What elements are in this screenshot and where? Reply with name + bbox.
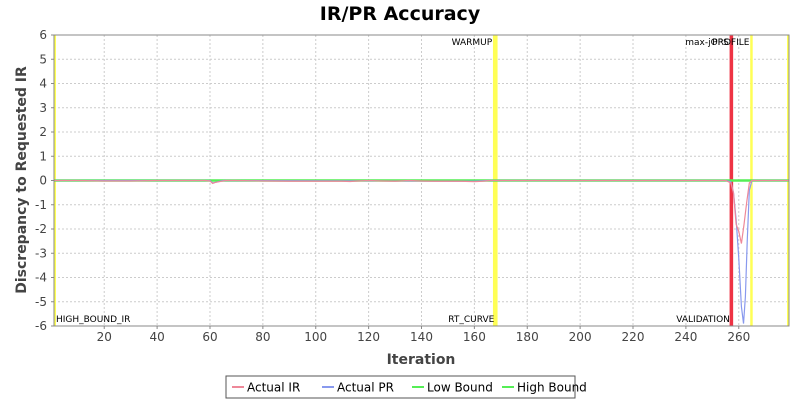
- y-tick-label: 6: [39, 28, 47, 42]
- series-layer: [54, 179, 789, 324]
- legend-label: High Bound: [517, 381, 587, 395]
- series-line-actual-ir: [54, 179, 789, 244]
- marker-label: WARMUP: [452, 38, 493, 48]
- x-tick-label: 220: [622, 330, 645, 344]
- y-tick-label: -1: [35, 198, 47, 212]
- legend-label: Low Bound: [427, 381, 493, 395]
- legend-label: Actual IR: [247, 381, 300, 395]
- y-tick-label: 0: [39, 174, 47, 188]
- chart-title: IR/PR Accuracy: [320, 3, 481, 25]
- marker-label: VALIDATION: [676, 315, 730, 325]
- y-tick-label: 4: [39, 77, 47, 91]
- y-tick-label: -2: [35, 222, 47, 236]
- x-axis-label: Iteration: [387, 352, 456, 368]
- x-tick-label: 180: [516, 330, 539, 344]
- legend-box: [225, 375, 576, 399]
- legend-items: Actual IR Actual PR Low Bound High Bound: [232, 381, 587, 395]
- y-tick-label: -4: [35, 271, 47, 285]
- y-tick-label: 2: [39, 125, 47, 139]
- y-tick-label: 1: [39, 149, 47, 163]
- x-tick-label: 160: [463, 330, 486, 344]
- y-tick-layer: -6 -5 -4 -3 -2 -1 0 1 2 3 4 5 6: [35, 28, 54, 333]
- y-tick-label: -5: [35, 295, 47, 309]
- marker-label: PROFILE: [712, 38, 750, 48]
- marker-label-layer: WARMUP RT_CURVE max-jOPS VALIDATION PROFILE H…: [56, 38, 750, 325]
- corner-label: HIGH_BOUND_IR: [56, 315, 130, 325]
- x-tick-label: 120: [357, 330, 380, 344]
- y-tick-label: -6: [35, 319, 47, 333]
- x-tick-layer: 20 40 60 80 100 120 140 160 180 200 220 240 260: [97, 326, 750, 344]
- marker-label: RT_CURVE: [448, 315, 494, 325]
- y-tick-label: 5: [39, 52, 47, 66]
- x-tick-label: 20: [97, 330, 112, 344]
- x-tick-label: 200: [569, 330, 592, 344]
- legend: Actual IR Actual PR Low Bound High Bound: [225, 375, 587, 399]
- y-tick-label: -3: [35, 246, 47, 260]
- x-tick-label: 40: [149, 330, 164, 344]
- x-tick-label: 240: [674, 330, 697, 344]
- x-tick-label: 260: [727, 330, 750, 344]
- x-tick-label: 80: [255, 330, 270, 344]
- marker-label: max-jOPS: [685, 38, 729, 48]
- legend-label: Actual PR: [337, 381, 394, 395]
- x-tick-label: 140: [410, 330, 433, 344]
- x-tick-label: 60: [202, 330, 217, 344]
- y-axis-label: Discrepancy to Requested IR: [14, 66, 30, 294]
- x-tick-label: 100: [304, 330, 327, 344]
- y-tick-label: 3: [39, 101, 47, 115]
